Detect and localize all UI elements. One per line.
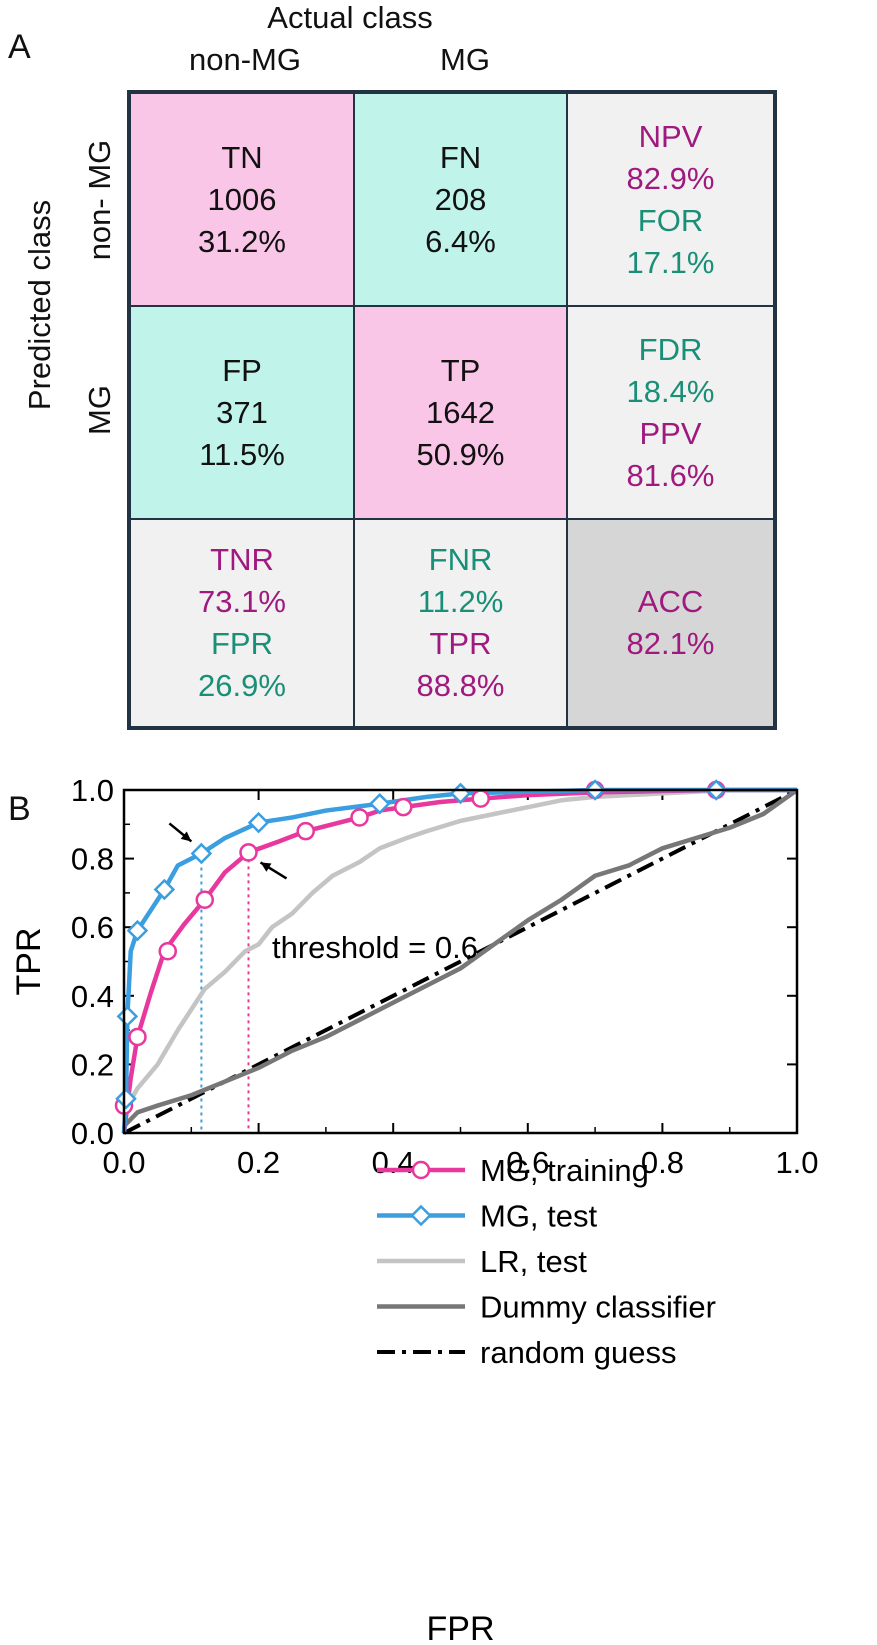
training-point [239,843,258,862]
test-point [126,919,149,942]
cell-col-metrics-non-mg: TNR 73.1% FPR 26.9% [130,519,354,727]
col-header-non-mg: non-MG [189,42,301,77]
training-point [471,789,490,808]
fp-count: 371 [216,394,268,430]
actual-class-label: Actual class [267,0,433,35]
tn-count: 1006 [207,181,277,217]
series-line-dummy-classifier [122,788,799,1128]
tnr-label: TNR [210,542,274,577]
cell-fp: FP 371 11.5% [130,306,354,519]
predicted-class-label: Predicted class [22,199,57,411]
panel-b-letter: B [8,790,31,828]
fdr-value: 18.4% [626,373,715,409]
fpr-label: FPR [211,626,273,661]
test-point [190,842,213,865]
training-point [128,1027,147,1047]
test-point [115,1087,137,1110]
legend-label: MG, training [480,1153,649,1188]
tpr-value: 88.8% [416,668,505,703]
npv-label: NPV [638,118,703,154]
cell-col-metrics-mg: FNR 11.2% TPR 88.8% [354,519,567,727]
panel-a-letter: A [8,28,31,66]
x-tick-label: 0.0 [102,1145,145,1180]
fpr-value: 26.9% [198,668,286,703]
y-tick-label: 0.4 [71,979,114,1014]
legend-marker [410,1204,432,1227]
fp-label: FP [222,352,262,388]
row-header-non-mg: non- MG [82,139,117,261]
y-tick-label: 1.0 [71,773,114,808]
training-point [350,808,369,827]
x-tick-label: 0.2 [237,1145,280,1180]
training-point [195,890,215,910]
y-tick-label: 0.2 [71,1047,114,1082]
x-tick-label: 0.6 [506,1145,549,1180]
cell-tn: TN 1006 31.2% [130,93,354,306]
legend-label: LR, test [480,1244,587,1279]
plot-frame [122,788,799,1135]
npv-value: 82.9% [626,160,715,196]
test-point [153,878,176,901]
tp-count: 1642 [426,394,495,430]
training-point [158,941,177,961]
cell-fn: FN 208 6.4% [354,93,567,306]
y-tick-label: 0.0 [71,1116,114,1151]
y-axis-label: TPR [10,928,48,996]
legend-label: MG, test [480,1199,598,1234]
tp-pct: 50.9% [416,436,505,472]
test-point [368,792,391,815]
for-value: 17.1% [626,244,715,280]
cell-tp: TP 1642 50.9% [354,306,567,519]
ppv-value: 81.6% [626,457,715,493]
test-point [247,811,270,834]
tn-pct: 31.2% [198,223,286,259]
roc-chart: 0.00.0 0.2 0.2 0.4 0.4 0.6 0.6 0.8 0.8 1.0 1.0 FPR T… [10,773,819,1645]
cell-row-metrics-non-mg: NPV 82.9% FOR 17.1% [567,93,774,306]
y-tick-label: 0.6 [71,910,114,945]
arrow-test-threshold-head [180,831,192,842]
fn-count: 208 [434,181,487,217]
arrow-training-threshold-head [260,862,272,872]
training-point [296,821,315,841]
x-axis-label: FPR [427,1610,495,1645]
legend-label: Dummy classifier [480,1290,716,1325]
test-point [116,1005,139,1028]
tp-label: TP [440,352,481,388]
series-line-lr-test [122,787,797,1114]
x-tick-label: 0.4 [372,1145,415,1180]
legend-label: random guess [480,1335,676,1370]
acc-value: 82.1% [626,626,715,661]
col-header-mg: MG [440,42,490,77]
legend-marker [411,1160,431,1180]
tn-label: TN [221,139,263,175]
fdr-label: FDR [638,331,703,367]
tpr-label: TPR [429,626,492,661]
acc-label: ACC [637,584,704,619]
ppv-label: PPV [639,415,702,451]
confusion-matrix: TN 1006 31.2% FN 208 6.4% NPV 82.9% FOR … [127,90,777,730]
fn-pct: 6.4% [425,223,496,259]
x-tick-label: 1.0 [775,1145,818,1180]
training-point [394,797,413,817]
fn-label: FN [439,139,482,175]
fnr-label: FNR [428,542,493,577]
fp-pct: 11.5% [199,436,285,472]
cell-row-metrics-mg: FDR 18.4% PPV 81.6% [567,306,774,519]
row-header-mg: MG [82,385,117,435]
y-tick-label: 0.8 [71,842,114,877]
fnr-value: 11.2% [417,584,504,619]
cell-accuracy: ACC 82.1% [567,519,774,727]
for-label: FOR [637,202,704,238]
x-tick-label: 0.8 [641,1145,684,1180]
tnr-value: 73.1% [198,584,286,619]
threshold-annotation: threshold = 0.6 [272,930,478,965]
